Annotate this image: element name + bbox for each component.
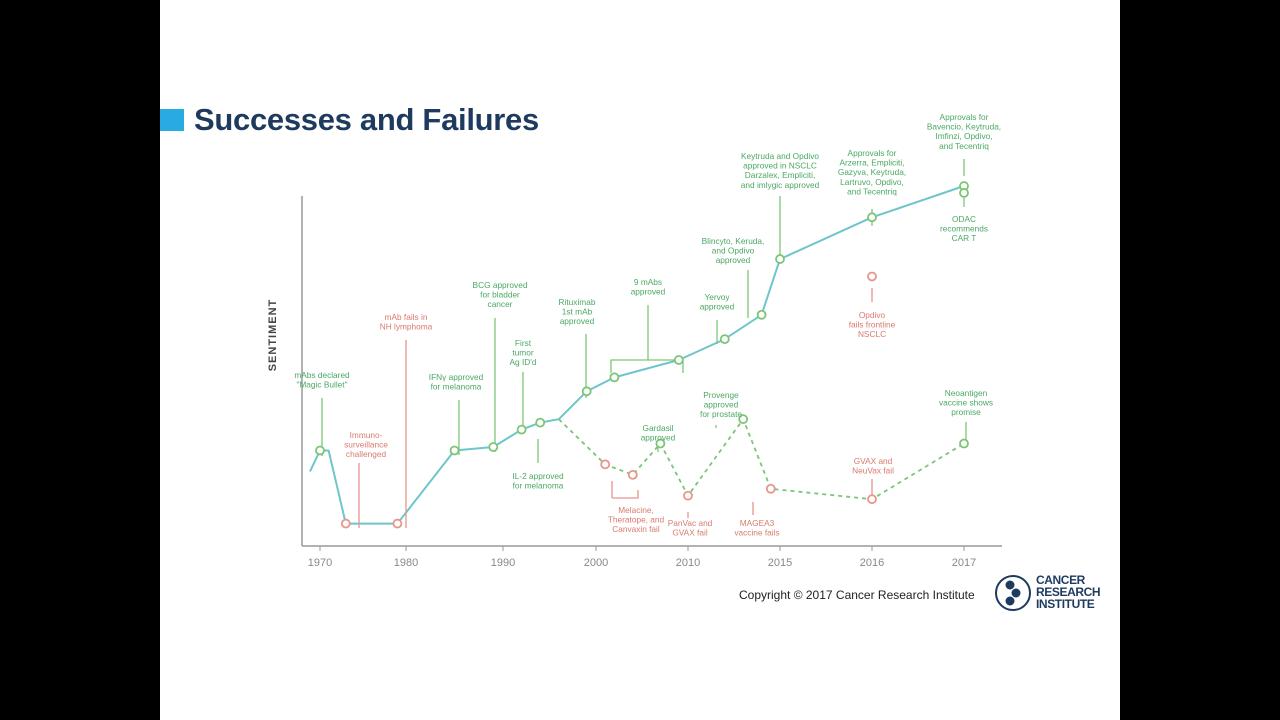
success-annotation: Approvals for Arzerra, Empliciti, Gazyva, … bbox=[838, 148, 906, 196]
success-annotation: Blincyto, Keruda, and Opdivo approved bbox=[702, 236, 765, 265]
success-annotation: Keytruda and Opdivo approved in NSCLC Darz… bbox=[741, 151, 820, 190]
failure-marker bbox=[340, 518, 351, 529]
failure-marker bbox=[600, 459, 611, 470]
failure-marker bbox=[627, 469, 638, 480]
sentiment-timeline-chart: SENTIMENT 1970 1980 1990 2000 2010 2015 2016 201… bbox=[267, 112, 1002, 569]
x-tick-label: 1970 bbox=[308, 557, 332, 569]
y-axis-label: SENTIMENT bbox=[267, 299, 279, 372]
page-title: Successes and Failures bbox=[194, 102, 539, 137]
x-tick-label: 2015 bbox=[768, 557, 792, 569]
success-marker bbox=[738, 414, 749, 425]
success-annotation: 9 mAbs approved bbox=[631, 277, 666, 297]
copyright-notice: Copyright © 2017 Cancer Research Institu… bbox=[739, 588, 975, 602]
title-marker bbox=[160, 109, 184, 131]
x-tick-label: 1990 bbox=[491, 557, 515, 569]
logo-line: CANCER bbox=[1036, 573, 1085, 587]
success-marker bbox=[775, 254, 785, 264]
annotation-bracket bbox=[610, 359, 684, 373]
success-marker bbox=[449, 445, 460, 456]
slide: Successes and Failures SENTIMENT 1970 1980… bbox=[160, 0, 1120, 720]
success-marker bbox=[535, 417, 546, 428]
failure-marker bbox=[683, 490, 693, 501]
failure-marker bbox=[867, 494, 877, 505]
logo-line: INSTITUTE bbox=[1036, 597, 1095, 611]
x-tick-label: 1980 bbox=[394, 557, 418, 569]
success-annotation: ODAC recommends CAR T bbox=[940, 214, 988, 243]
failure-annotation: mAb fails in NH lymphoma bbox=[380, 312, 433, 332]
failure-marker bbox=[867, 271, 877, 282]
success-marker bbox=[756, 309, 767, 320]
success-annotation: Gardasil approved bbox=[641, 423, 676, 443]
x-tick-label: 2000 bbox=[584, 557, 608, 569]
x-tick-label: 2010 bbox=[676, 557, 700, 569]
success-annotation: First tumor Ag ID'd bbox=[510, 338, 537, 367]
success-marker bbox=[315, 445, 325, 456]
failure-annotation: Melacine, Theratope, and Canvaxin fail bbox=[608, 505, 665, 534]
vaccine-series-line bbox=[558, 418, 965, 501]
success-annotation: Rituximab 1st mAb approved bbox=[559, 297, 596, 326]
success-marker bbox=[516, 424, 527, 435]
success-annotation: mAbs declared "Magic Bullet" bbox=[294, 370, 350, 390]
failure-annotation: Opdivo fails frontline NSCLC bbox=[849, 310, 896, 339]
cri-logo-icon bbox=[995, 575, 1031, 611]
logo-line: RESEARCH bbox=[1036, 585, 1101, 599]
success-marker bbox=[959, 188, 969, 198]
failure-annotation: PanVac and GVAX fail bbox=[668, 518, 713, 538]
success-marker bbox=[488, 442, 499, 452]
main-series-line bbox=[309, 185, 965, 525]
success-marker bbox=[959, 438, 969, 449]
success-annotation: Approvals for Bavencio, Keytruda, Imfinzi,… bbox=[927, 112, 1001, 151]
success-annotation: BCG approved for bladder cancer bbox=[473, 280, 528, 309]
success-annotation: IFNγ approved for melanoma bbox=[429, 372, 484, 392]
success-annotation: IL-2 approved for melanoma bbox=[512, 471, 564, 491]
failure-annotation: GVAX and NeuVax fail bbox=[852, 456, 894, 476]
success-marker bbox=[719, 334, 730, 345]
success-marker bbox=[673, 355, 684, 365]
cancer-research-institute-logo: CANCER RESEARCH INSTITUTE bbox=[994, 572, 1101, 614]
success-annotation: Yervoy approved bbox=[700, 292, 735, 312]
success-marker bbox=[609, 372, 620, 383]
failure-marker bbox=[392, 518, 403, 529]
failure-annotation: MAGEA3 vaccine fails bbox=[734, 518, 779, 538]
logo-wordmark: CANCER RESEARCH INSTITUTE bbox=[1036, 573, 1101, 611]
success-marker bbox=[581, 386, 592, 397]
x-tick-label: 2016 bbox=[860, 557, 884, 569]
failure-annotation: Immuno-surveillance challenged bbox=[344, 430, 388, 459]
annotation-bracket bbox=[612, 490, 639, 499]
success-marker bbox=[867, 212, 877, 223]
success-marker bbox=[655, 438, 666, 449]
failure-marker bbox=[765, 483, 776, 494]
success-annotation: Neoantigen vaccine shows promise bbox=[939, 388, 993, 417]
x-tick-label: 2017 bbox=[952, 557, 976, 569]
success-annotation: Provenge approved for prostate bbox=[700, 390, 742, 419]
